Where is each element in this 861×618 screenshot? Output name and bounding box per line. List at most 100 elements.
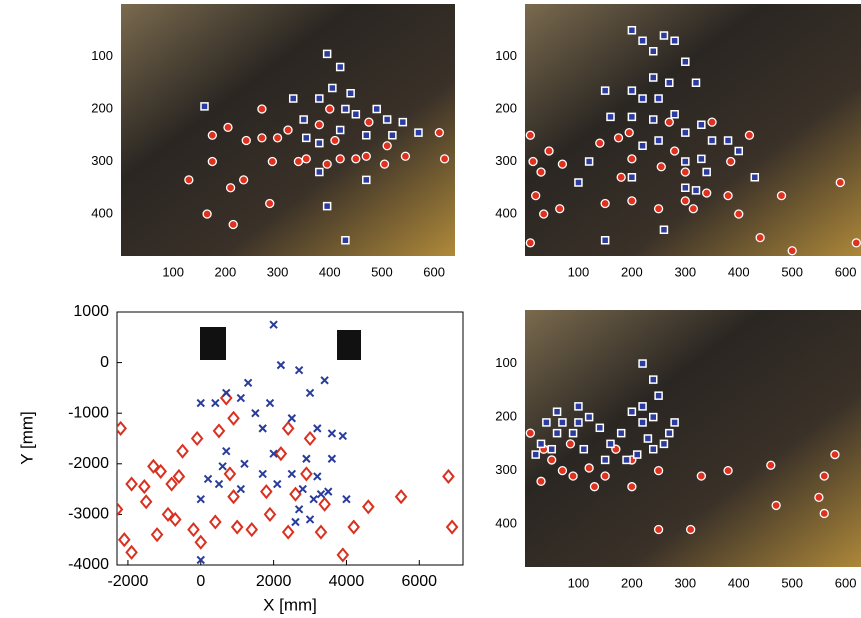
point [601,200,609,208]
point [290,95,297,102]
point [389,132,396,139]
point [745,131,753,139]
point [545,147,553,155]
point [650,414,657,421]
point [316,169,323,176]
point [836,179,844,187]
point [548,456,556,464]
point [329,85,336,92]
point [650,376,657,383]
point [634,451,641,458]
point [585,464,593,472]
point [365,118,373,126]
point [300,116,307,123]
point [852,239,860,247]
point [316,95,323,102]
point [767,461,775,469]
point [607,440,614,447]
point [671,419,678,426]
point [554,430,561,437]
point [352,155,360,163]
figure: X [mm] Y [mm] 10020030040050060010020030… [0,0,861,618]
point [666,430,673,437]
point [323,160,331,168]
point [657,163,665,171]
point [586,158,593,165]
y-tick-label: 400 [495,205,517,220]
point [671,147,679,155]
point [399,119,406,126]
point [303,134,310,141]
point [665,118,673,126]
point [639,37,646,44]
y-tick-label: -3000 [68,506,109,523]
point [575,419,582,426]
point [650,116,657,123]
point [242,137,250,145]
x-tick-label: 500 [781,264,803,279]
point [580,446,587,453]
point [558,160,566,168]
point [526,429,534,437]
point [628,174,635,181]
x-tick-label: 2000 [256,573,292,590]
point [529,158,537,166]
y-tick-label: 200 [495,100,517,115]
point [337,127,344,134]
point [383,142,391,150]
point [724,467,732,475]
point [772,501,780,509]
point [363,176,370,183]
point [655,205,663,213]
point [336,155,344,163]
point [639,142,646,149]
point [655,467,663,475]
point [537,168,545,176]
point [586,414,593,421]
point [229,221,237,229]
point [331,137,339,145]
y-tick-label: 400 [91,205,113,220]
point [526,131,534,139]
point [689,205,697,213]
y-tick-label: 1000 [73,303,109,320]
point [602,87,609,94]
x-tick-label: 500 [371,264,393,279]
x-tick-label: 6000 [401,573,437,590]
x-axis-title: X [mm] [263,595,317,614]
x-tick-label: 100 [568,575,590,590]
point [575,179,582,186]
point [224,123,232,131]
x-tick-label: 600 [835,575,857,590]
camera [337,330,361,360]
point [682,58,689,65]
point [569,472,577,480]
point [274,134,282,142]
point [682,129,689,136]
x-tick-label: 300 [674,264,696,279]
point [575,403,582,410]
point [628,483,636,491]
point [724,192,732,200]
point [639,95,646,102]
point [655,95,662,102]
point [381,160,389,168]
point [324,50,331,57]
point [735,210,743,218]
point [602,456,609,463]
x-tick-label: 0 [196,573,205,590]
x-tick-label: 400 [319,264,341,279]
point [326,105,334,113]
y-tick-label: 300 [495,153,517,168]
point [384,116,391,123]
point [687,526,695,534]
x-tick-label: 300 [674,575,696,590]
point [727,158,735,166]
point [415,129,422,136]
point [543,419,550,426]
point [697,472,705,480]
point [644,435,651,442]
point [315,121,323,129]
point [618,430,625,437]
point [294,158,302,166]
